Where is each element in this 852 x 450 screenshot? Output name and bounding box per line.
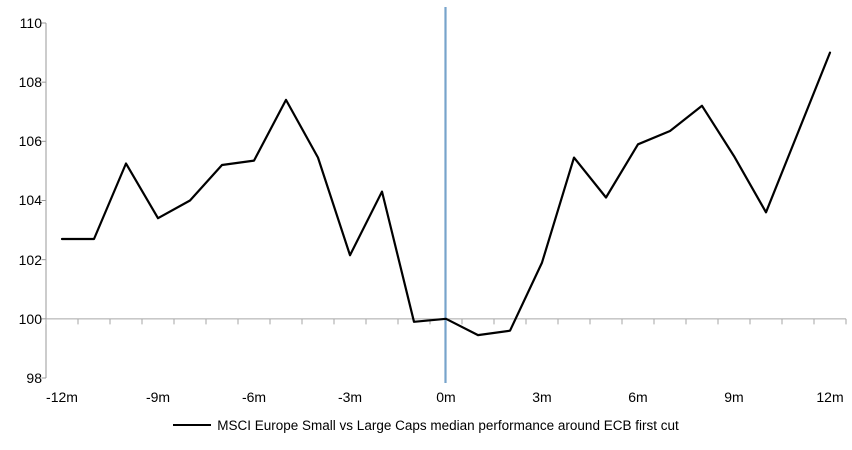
legend: MSCI Europe Small vs Large Caps median p… [0,416,852,434]
legend-label: MSCI Europe Small vs Large Caps median p… [217,417,679,433]
y-axis-tick-label: 106 [18,133,42,150]
y-axis-tick-label: 98 [26,369,42,386]
x-axis-tick-label: -12m [46,389,78,405]
x-axis-tick-label: 12m [816,389,844,405]
y-axis-tick-label: 104 [18,192,42,209]
y-axis-tick-label: 108 [18,74,42,91]
y-axis-tick-label: 110 [19,15,42,31]
x-axis-tick-label: -9m [145,389,171,405]
series-line [60,51,832,337]
y-axis-tick-label: 102 [18,251,42,268]
x-axis-tick-label: 9m [724,389,744,405]
x-axis-tick-label: -6m [241,389,267,405]
x-axis-tick-label: 3m [532,389,552,405]
x-axis-tick-label: 0m [436,389,456,405]
legend-line-sample [173,424,212,426]
x-axis-tick-label: -3m [337,389,363,405]
y-axis-tick-label: 100 [18,310,42,327]
x-axis-tick-label: 6m [628,389,648,405]
